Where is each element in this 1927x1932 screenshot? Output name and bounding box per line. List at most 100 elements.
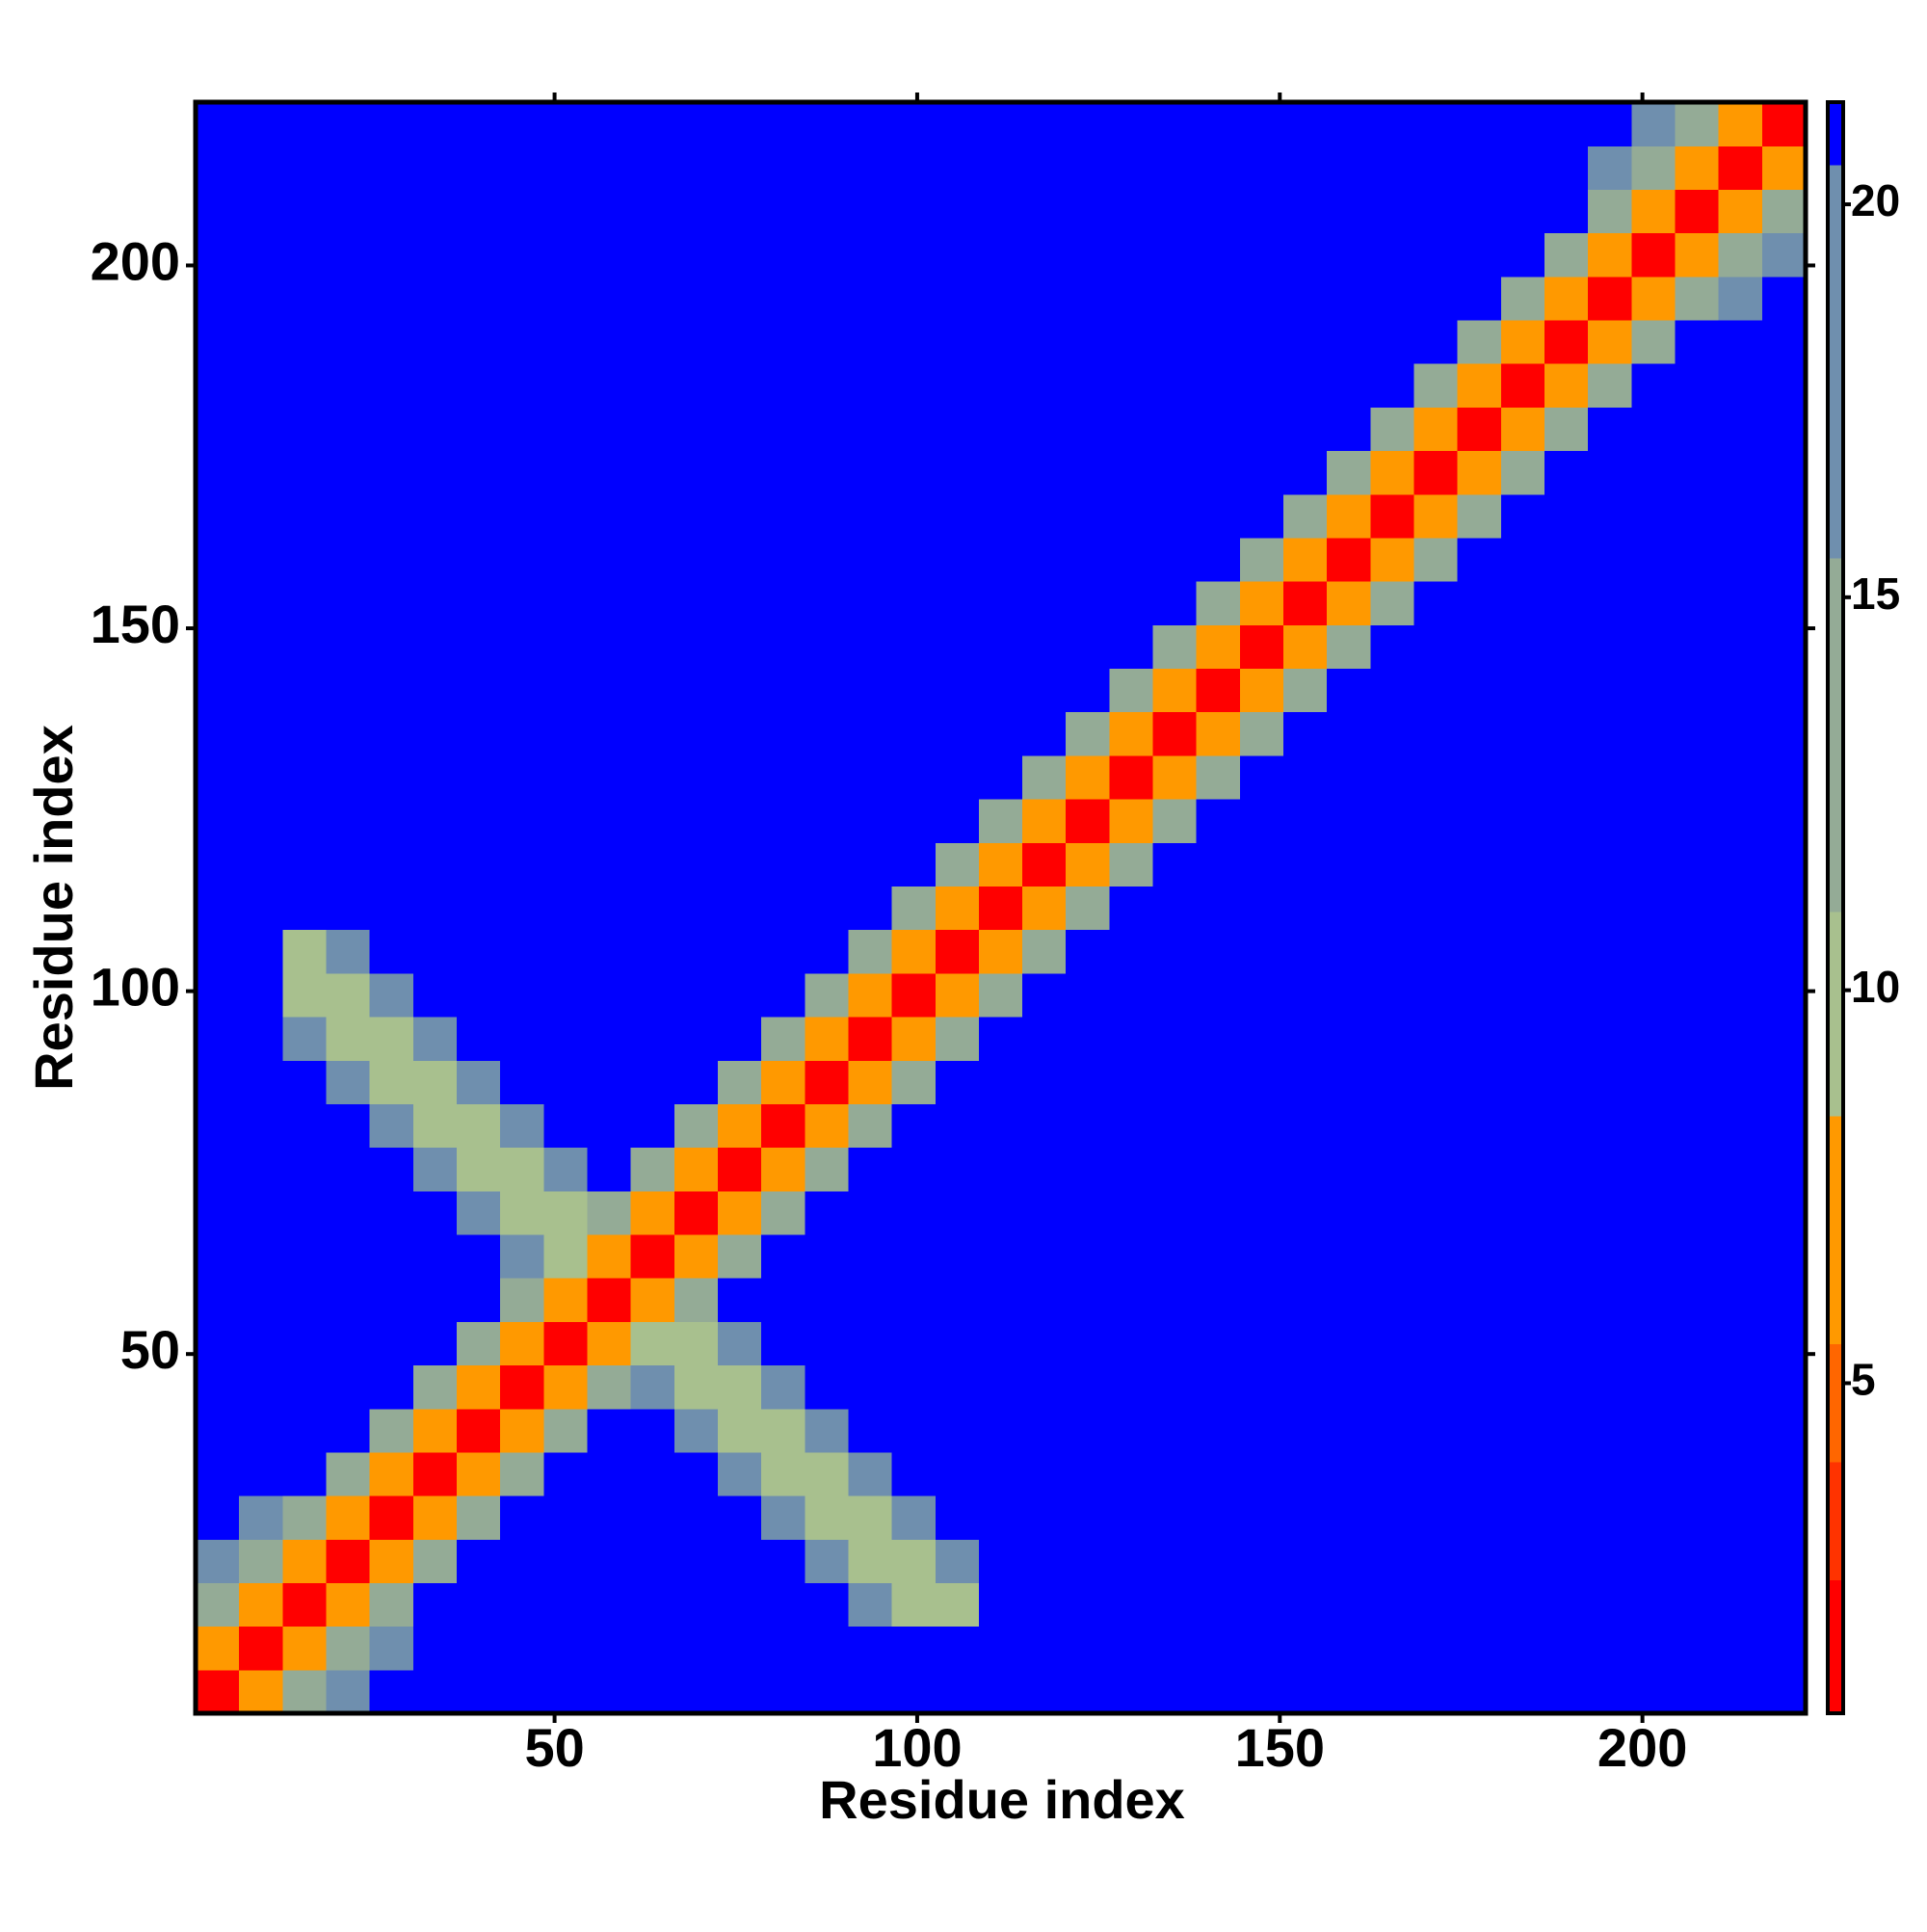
heatmap-cell [1239, 842, 1284, 887]
heatmap-cell [282, 842, 328, 887]
heatmap-cell [500, 1408, 544, 1453]
heatmap-cell [1631, 1495, 1676, 1540]
heatmap-cell [1500, 1233, 1545, 1279]
colorbar-segment [1828, 912, 1843, 1117]
heatmap-cell [326, 1451, 371, 1496]
heatmap-cell [1588, 450, 1632, 495]
heatmap-cell [543, 1495, 589, 1540]
heatmap-cell [1675, 189, 1720, 234]
heatmap-cell [412, 493, 458, 539]
heatmap-cell [1370, 102, 1415, 146]
heatmap-cell [673, 319, 719, 364]
heatmap-cell [935, 1539, 980, 1584]
heatmap-cell [543, 1016, 589, 1061]
heatmap-cell [587, 624, 632, 670]
heatmap-cell [1327, 363, 1371, 408]
heatmap-cell [848, 929, 893, 974]
heatmap-cell [1109, 146, 1154, 190]
heatmap-cell [1239, 1060, 1284, 1104]
heatmap-cell [1457, 668, 1502, 713]
heatmap-cell [1631, 146, 1676, 190]
heatmap-cell [805, 1626, 850, 1671]
heatmap-cell [500, 493, 544, 539]
heatmap-cell [1370, 711, 1415, 756]
heatmap-cell [1022, 1626, 1067, 1671]
heatmap-cell [1283, 232, 1328, 278]
heatmap-cell [1066, 102, 1111, 146]
heatmap-cell [1544, 1626, 1589, 1671]
heatmap-cell [1370, 1582, 1415, 1628]
heatmap-cell [412, 929, 458, 974]
heatmap-cell [1457, 450, 1502, 495]
heatmap-cell [717, 1147, 762, 1192]
heatmap-cell [1631, 1060, 1676, 1104]
heatmap-cell [1022, 1364, 1067, 1410]
heatmap-cell [326, 1016, 371, 1061]
heatmap-cell [761, 319, 805, 364]
heatmap-cell [326, 886, 371, 931]
heatmap-cell [978, 407, 1023, 452]
heatmap-cell [500, 581, 544, 625]
heatmap-cell [500, 1016, 544, 1061]
heatmap-cell [1457, 1669, 1502, 1714]
heatmap-cell [1544, 146, 1589, 190]
heatmap-cell [1544, 493, 1589, 539]
heatmap-cell [1283, 1626, 1328, 1671]
heatmap-cell [673, 102, 719, 146]
heatmap-cell [848, 668, 893, 713]
heatmap-cell [543, 493, 589, 539]
heatmap-cell [1718, 711, 1763, 756]
heatmap-cell [239, 1582, 283, 1628]
heatmap-cell [1196, 1233, 1241, 1279]
heatmap-cell [1152, 189, 1198, 234]
heatmap-cell [630, 189, 675, 234]
heatmap-cell [1022, 624, 1067, 670]
heatmap-cell [1370, 754, 1415, 800]
heatmap-cell [1761, 668, 1807, 713]
heatmap-cell [891, 1408, 937, 1453]
heatmap-cell [935, 1147, 980, 1192]
heatmap-cell [805, 319, 850, 364]
heatmap-cell [935, 1669, 980, 1714]
heatmap-cell [1631, 1278, 1676, 1322]
heatmap-cell [891, 450, 937, 495]
heatmap-cell [1109, 276, 1154, 321]
heatmap-cell [891, 754, 937, 800]
heatmap-cell [196, 1060, 240, 1104]
heatmap-cell [1588, 407, 1632, 452]
heatmap-cell [717, 1321, 762, 1366]
heatmap-cell [1631, 1233, 1676, 1279]
heatmap-cell [369, 1495, 414, 1540]
heatmap-cell [761, 493, 805, 539]
heatmap-cell [1761, 319, 1807, 364]
heatmap-cell [1327, 102, 1371, 146]
heatmap-cell [456, 1451, 501, 1496]
heatmap-cell [1413, 581, 1459, 625]
heatmap-cell [369, 189, 414, 234]
heatmap-cell [1631, 799, 1676, 843]
heatmap-cell [1761, 1539, 1807, 1584]
heatmap-cell [282, 407, 328, 452]
heatmap-cell [1718, 886, 1763, 931]
heatmap-cell [1152, 886, 1198, 931]
heatmap-cell [630, 232, 675, 278]
heatmap-cell [369, 842, 414, 887]
heatmap-cell [543, 972, 589, 1018]
heatmap-cell [1675, 407, 1720, 452]
heatmap-cell [369, 1060, 414, 1104]
heatmap-cell [978, 1321, 1023, 1366]
heatmap-cell [630, 1278, 675, 1322]
heatmap-cell [935, 102, 980, 146]
heatmap-cell [1588, 1233, 1632, 1279]
heatmap-cell [891, 537, 937, 582]
heatmap-cell [1022, 319, 1067, 364]
heatmap-cell [1413, 1321, 1459, 1366]
heatmap-cell [1675, 1103, 1720, 1149]
heatmap-cell [239, 146, 283, 190]
heatmap-cell [1196, 1495, 1241, 1540]
heatmap-cell [935, 972, 980, 1018]
heatmap-cell [630, 276, 675, 321]
heatmap-cell [1283, 1364, 1328, 1410]
heatmap-cell [1370, 493, 1415, 539]
